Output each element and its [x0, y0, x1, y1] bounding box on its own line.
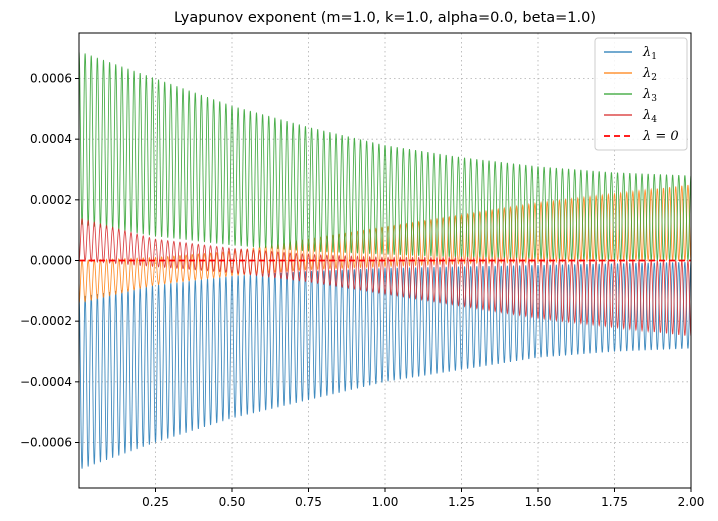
x-tick-label: 0.50 — [219, 495, 246, 509]
x-tick-label: 1.00 — [372, 495, 399, 509]
legend-label-lambda-3: λ3 — [642, 87, 657, 104]
legend-label-lambda-1: λ1 — [642, 45, 657, 62]
x-tick-label: 1.50 — [525, 495, 552, 509]
y-tick-label: 0.0006 — [30, 72, 72, 86]
series-layer — [79, 51, 691, 469]
y-tick-label: −0.0004 — [20, 375, 72, 389]
x-tick-label: 0.75 — [295, 495, 322, 509]
x-tick-label: 1.75 — [601, 495, 628, 509]
series-line-lambda-3 — [79, 51, 691, 261]
y-tick-label: 0.0002 — [30, 193, 72, 207]
series-line-lambda-2 — [79, 184, 691, 304]
x-tick-label: 0.25 — [142, 495, 169, 509]
legend-box — [594, 37, 688, 151]
x-tick-label: 2.00 — [678, 495, 705, 509]
y-tick-label: 0.0004 — [30, 132, 72, 146]
y-tick-label: 0.0000 — [30, 254, 72, 268]
y-tick-label: −0.0002 — [20, 314, 72, 328]
y-tick-label: −0.0006 — [20, 436, 72, 450]
chart-title: Lyapunov exponent (m=1.0, k=1.0, alpha=0… — [174, 10, 596, 26]
legend: λ1 λ2 λ3 λ4 λ = 0 — [594, 37, 688, 151]
x-axis: 0.25 0.50 0.75 1.00 1.25 1.50 1.75 2.00 — [142, 488, 704, 509]
legend-label-zero-line: λ = 0 — [642, 129, 679, 144]
legend-label-lambda-2: λ2 — [642, 66, 657, 83]
y-axis: −0.0006 −0.0004 −0.0002 0.0000 0.0002 0.0004 0… — [20, 72, 79, 450]
x-tick-label: 1.25 — [448, 495, 475, 509]
series-line-lambda-4 — [79, 217, 691, 337]
legend-label-lambda-4: λ4 — [642, 108, 657, 125]
series-line-lambda-1 — [79, 261, 691, 469]
